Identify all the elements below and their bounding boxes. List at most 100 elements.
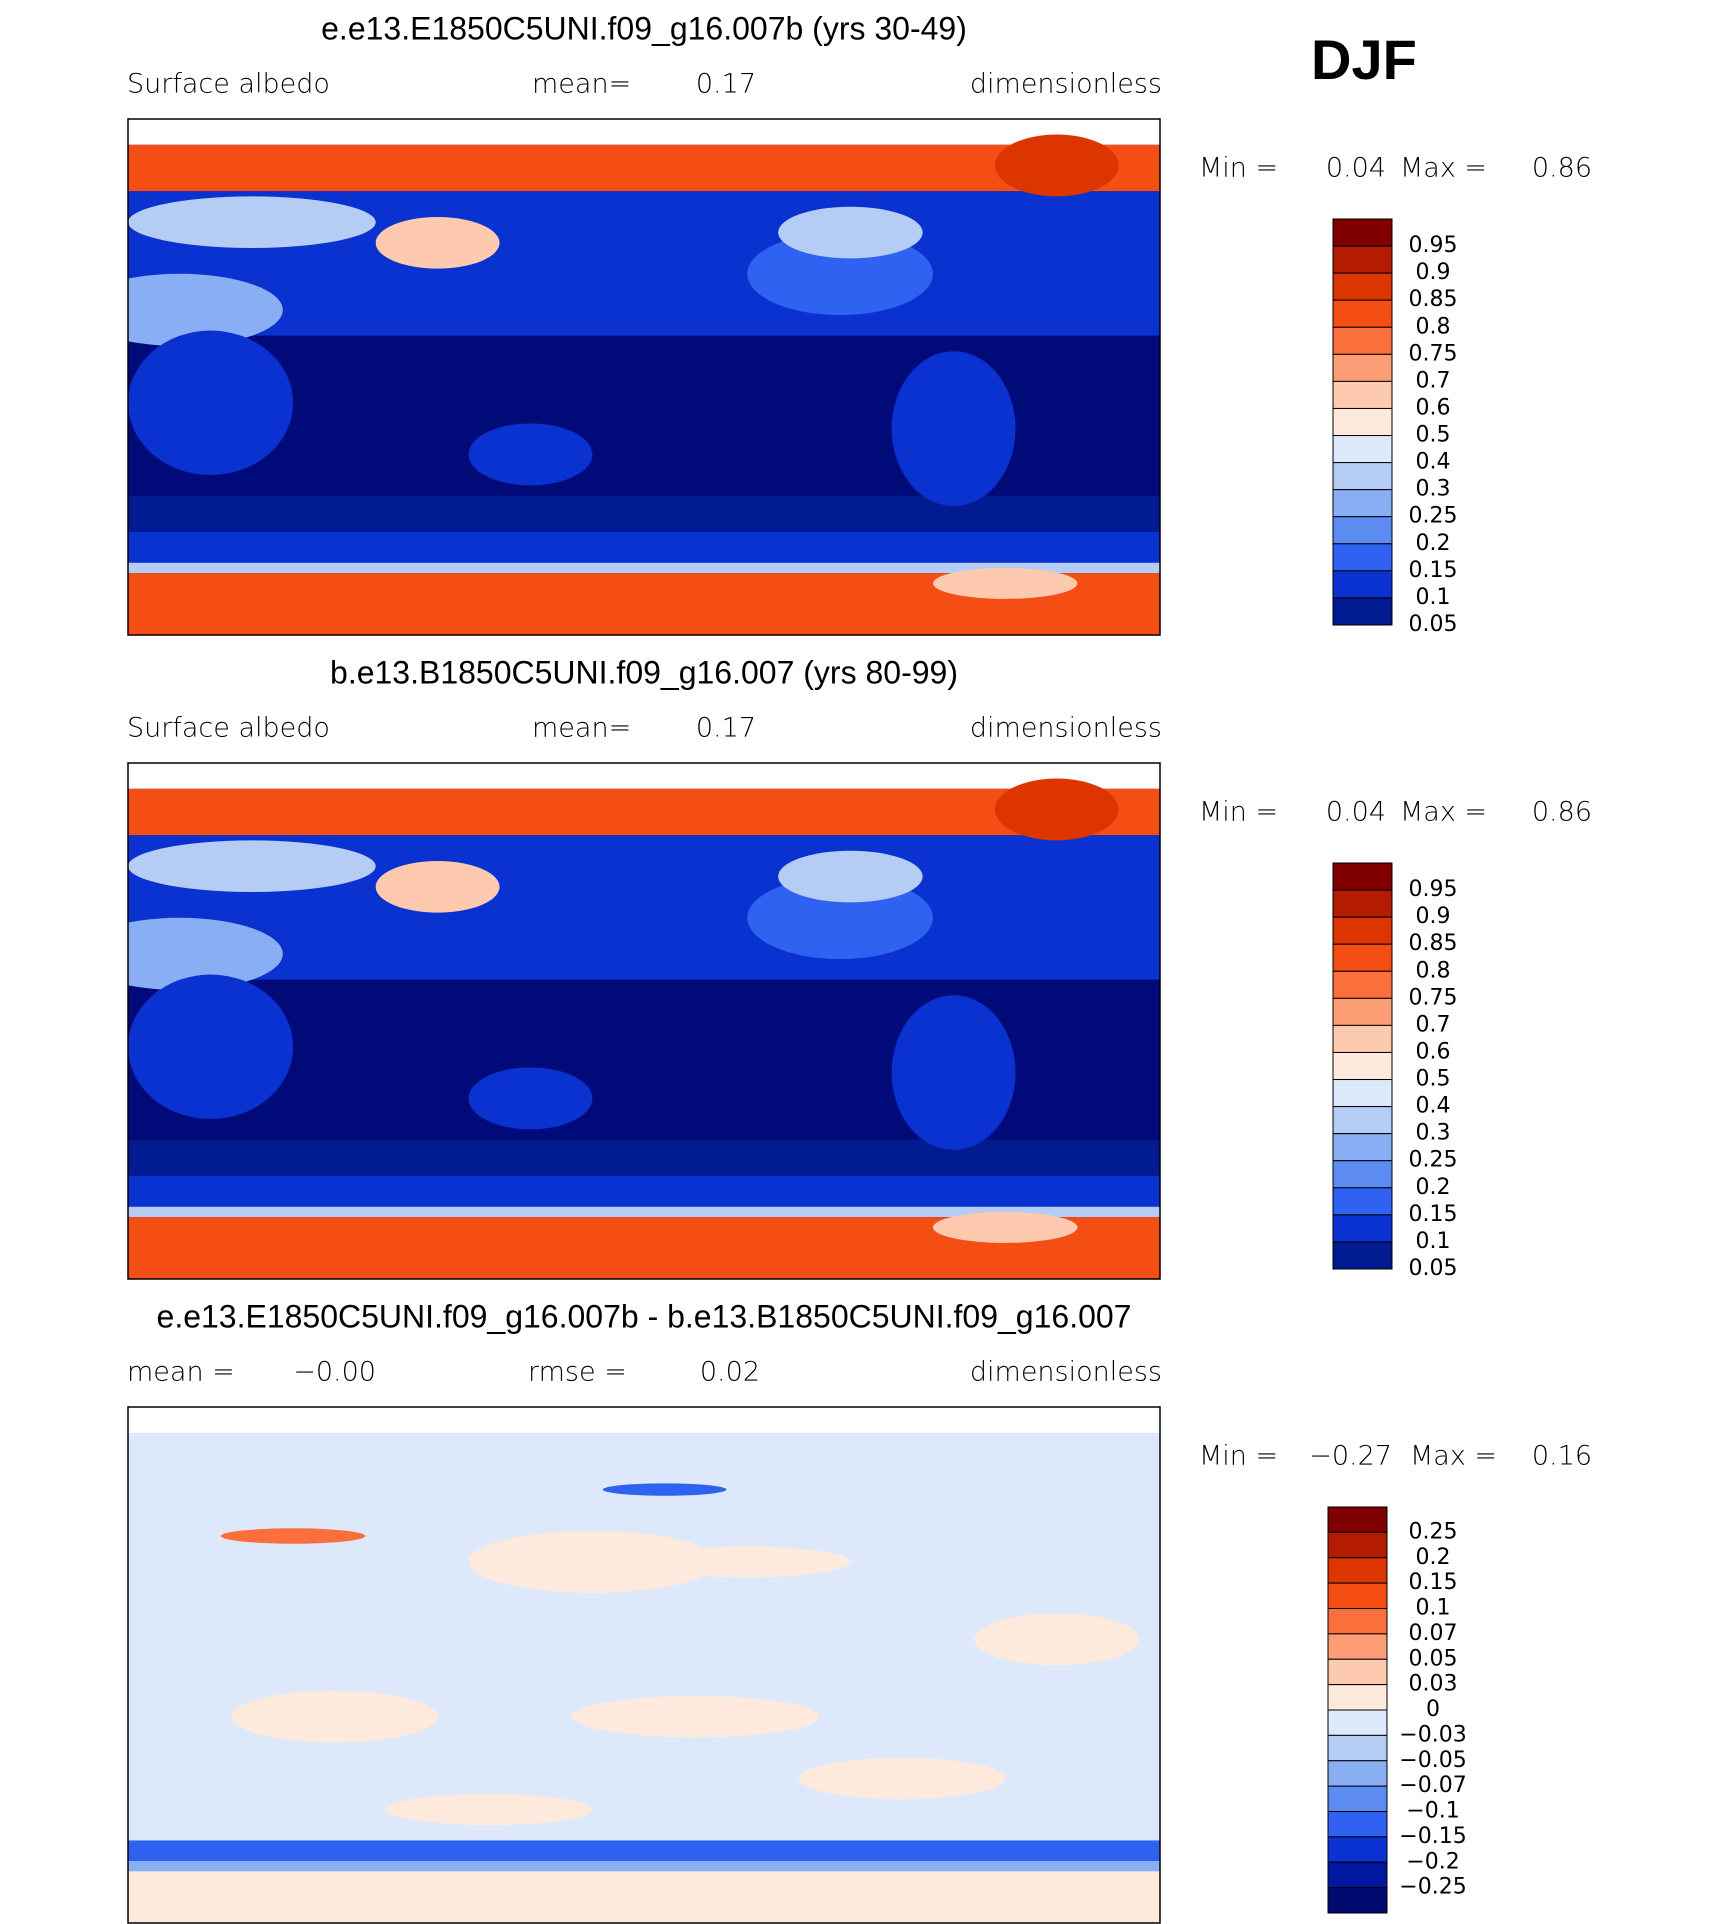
map-frame <box>127 762 1161 1280</box>
max-value: 0.86 <box>1532 153 1592 184</box>
stat-label: mean= <box>532 69 631 100</box>
units: dimensionless <box>970 69 1162 100</box>
colorbar-box <box>1327 1811 1388 1838</box>
max-label: Max = <box>1410 1441 1497 1472</box>
colorbar-box <box>1332 245 1393 274</box>
map-frame <box>127 1406 1161 1924</box>
map-region <box>994 778 1119 841</box>
colorbar-label: 0.4 <box>1416 450 1451 475</box>
colorbar-box <box>1327 1836 1388 1863</box>
map-region <box>128 330 294 476</box>
map-band <box>128 1175 1160 1207</box>
colorbar-label: 0.95 <box>1409 233 1458 258</box>
colorbar-box <box>1327 1557 1388 1584</box>
colorbar-box <box>1332 299 1393 328</box>
max-label: Max = <box>1400 153 1487 184</box>
map-band <box>128 495 1160 532</box>
colorbar-box <box>1332 218 1393 247</box>
min-label: Min = <box>1199 797 1278 828</box>
colorbar-label: −0.15 <box>1399 1824 1466 1849</box>
min-value: −0.27 <box>1309 1441 1392 1472</box>
subtitle-left: Surface albedo <box>127 713 330 744</box>
map-region <box>891 995 1016 1150</box>
colorbar-box <box>1327 1633 1388 1660</box>
colorbar-box <box>1327 1861 1388 1889</box>
map-region <box>778 850 923 903</box>
colorbar-label: 0.25 <box>1409 504 1458 529</box>
colorbar-label: 0.2 <box>1416 1545 1451 1570</box>
map-region <box>220 1528 366 1544</box>
max-value: 0.86 <box>1532 797 1592 828</box>
min-label: Min = <box>1199 153 1278 184</box>
colorbar-box <box>1332 489 1393 518</box>
map-band <box>128 531 1160 563</box>
map-band <box>128 1139 1160 1176</box>
colorbar-label: −0.1 <box>1406 1799 1459 1824</box>
colorbar-box <box>1332 326 1393 355</box>
map-region <box>891 351 1016 506</box>
colorbar-box <box>1327 1658 1388 1686</box>
colorbar-label: 0.75 <box>1409 341 1458 366</box>
colorbar-box <box>1327 1760 1388 1787</box>
colorbar-box <box>1332 943 1393 972</box>
colorbar-label: 0.8 <box>1416 958 1451 983</box>
colorbar-box <box>1327 1785 1388 1812</box>
map-region <box>798 1757 1006 1800</box>
stat-value: 0.17 <box>696 69 756 100</box>
colorbar-box <box>1327 1887 1388 1914</box>
units: dimensionless <box>970 713 1162 744</box>
colorbar-label: 0.75 <box>1409 985 1458 1010</box>
map-region <box>128 273 283 347</box>
map-region <box>974 1613 1140 1665</box>
colorbar-label: 0.1 <box>1416 1596 1451 1621</box>
map-region <box>231 1690 438 1743</box>
colorbar-box <box>1332 435 1393 464</box>
colorbar-box <box>1327 1506 1388 1533</box>
colorbar-label: 0.9 <box>1416 260 1451 285</box>
colorbar-box <box>1332 1160 1393 1189</box>
stat-value: 0.17 <box>696 713 756 744</box>
stat-label: mean= <box>532 713 631 744</box>
colorbar-label: −0.05 <box>1399 1748 1466 1773</box>
colorbar-label: 0.25 <box>1409 1148 1458 1173</box>
colorbar-label: 0.6 <box>1416 1039 1451 1064</box>
colorbar-box <box>1332 272 1393 301</box>
map-region <box>468 423 593 486</box>
stat-value: 0.02 <box>700 1357 760 1388</box>
map-region <box>932 567 1078 599</box>
min-label: Min = <box>1199 1441 1278 1472</box>
colorbar-label: −0.07 <box>1399 1773 1466 1798</box>
colorbar-box <box>1332 543 1393 572</box>
colorbar-label: 0.3 <box>1416 1121 1451 1146</box>
subtitle-left: mean = <box>127 1357 235 1388</box>
colorbar-label: −0.25 <box>1399 1875 1466 1900</box>
colorbar-label: 0.05 <box>1409 1256 1458 1281</box>
panel-title: e.e13.E1850C5UNI.f09_g16.007b - b.e13.B1… <box>157 1298 1132 1334</box>
map-band <box>128 1407 1160 1433</box>
colorbar-label: 0.8 <box>1416 314 1451 339</box>
colorbar-label: −0.2 <box>1406 1849 1459 1874</box>
subtitle-left: Surface albedo <box>127 69 330 100</box>
map-band <box>128 119 1160 145</box>
colorbar-label: 0.2 <box>1416 1175 1451 1200</box>
colorbar-box <box>1332 916 1393 945</box>
colorbar-box <box>1332 407 1393 437</box>
colorbar-label: 0.95 <box>1409 877 1458 902</box>
colorbar-box <box>1332 970 1393 999</box>
colorbar-box <box>1327 1582 1388 1609</box>
map-region <box>994 134 1119 197</box>
map-region <box>644 1546 851 1578</box>
stat-label: rmse = <box>528 1357 627 1388</box>
colorbar-box <box>1332 862 1393 891</box>
colorbar-label: 0.3 <box>1416 477 1451 502</box>
colorbar-box <box>1332 889 1393 918</box>
colorbar-label: 0 <box>1426 1697 1440 1722</box>
mean-value: −0.00 <box>293 1357 376 1388</box>
max-value: 0.16 <box>1532 1441 1592 1472</box>
colorbar-box <box>1332 1051 1393 1081</box>
colorbar-label: 0.85 <box>1409 287 1458 312</box>
colorbar-label: 0.03 <box>1409 1672 1458 1697</box>
colorbar-label: 0.05 <box>1409 1646 1458 1671</box>
units: dimensionless <box>970 1357 1162 1388</box>
panel-title: b.e13.B1850C5UNI.f09_g16.007 (yrs 80-99) <box>330 654 958 690</box>
